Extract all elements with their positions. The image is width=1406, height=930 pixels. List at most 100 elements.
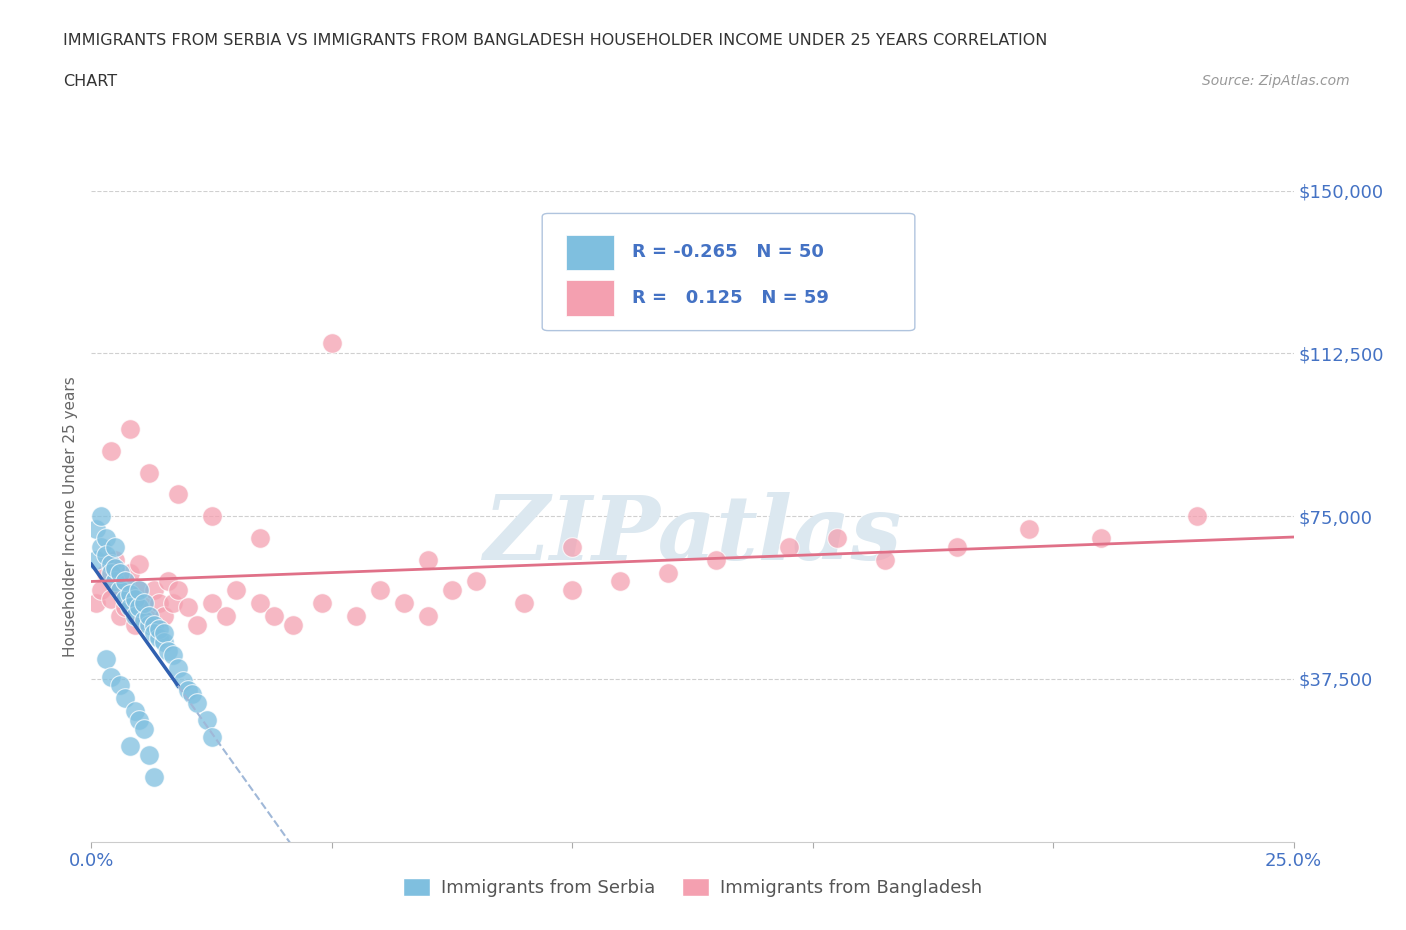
Point: [110, 678, 132, 693]
Point: [104, 561, 127, 576]
Point: [392, 595, 415, 610]
Point: [100, 565, 122, 580]
Point: [465, 574, 488, 589]
Point: [124, 618, 146, 632]
Point: [152, 626, 174, 641]
Point: [946, 539, 969, 554]
Point: [118, 587, 141, 602]
Point: [162, 595, 184, 610]
Point: [114, 574, 136, 589]
Point: [104, 552, 127, 567]
Text: R =   0.125   N = 59: R = 0.125 N = 59: [633, 289, 830, 307]
Point: [124, 591, 146, 606]
Point: [138, 608, 160, 623]
Point: [90, 509, 112, 524]
Point: [118, 600, 141, 615]
Point: [104, 574, 127, 589]
Point: [110, 608, 132, 623]
Point: [138, 608, 160, 623]
Point: [609, 574, 631, 589]
Point: [110, 582, 132, 597]
Point: [152, 634, 174, 649]
Point: [344, 608, 367, 623]
Point: [873, 552, 896, 567]
Point: [84, 552, 107, 567]
Point: [201, 509, 224, 524]
Point: [100, 444, 122, 458]
Text: R = -0.265   N = 50: R = -0.265 N = 50: [633, 244, 824, 261]
Point: [84, 595, 107, 610]
Legend: Immigrants from Serbia, Immigrants from Bangladesh: Immigrants from Serbia, Immigrants from …: [395, 870, 990, 904]
Point: [513, 595, 536, 610]
Point: [172, 673, 194, 688]
FancyBboxPatch shape: [567, 234, 614, 271]
Text: Source: ZipAtlas.com: Source: ZipAtlas.com: [1202, 74, 1350, 88]
Point: [138, 748, 160, 763]
Point: [134, 595, 156, 610]
Point: [90, 582, 112, 597]
Text: IMMIGRANTS FROM SERBIA VS IMMIGRANTS FROM BANGLADESH HOUSEHOLDER INCOME UNDER 25: IMMIGRANTS FROM SERBIA VS IMMIGRANTS FRO…: [63, 33, 1047, 47]
Point: [118, 422, 141, 437]
Point: [94, 548, 117, 563]
Point: [181, 686, 204, 701]
Point: [124, 608, 146, 623]
FancyBboxPatch shape: [567, 280, 614, 316]
Point: [148, 631, 170, 645]
Point: [84, 522, 107, 537]
Text: CHART: CHART: [63, 74, 117, 89]
Point: [138, 618, 160, 632]
Point: [561, 539, 583, 554]
Point: [249, 595, 271, 610]
Point: [311, 595, 333, 610]
Text: ZIPatlas: ZIPatlas: [484, 492, 901, 579]
Point: [263, 608, 285, 623]
Point: [321, 335, 343, 350]
Point: [90, 539, 112, 554]
Point: [225, 582, 247, 597]
Point: [114, 574, 136, 589]
Point: [142, 618, 165, 632]
Point: [124, 704, 146, 719]
Point: [195, 712, 218, 727]
Point: [157, 574, 180, 589]
Point: [215, 608, 238, 623]
Point: [142, 626, 165, 641]
Point: [778, 539, 800, 554]
Point: [118, 738, 141, 753]
Point: [249, 530, 271, 545]
Point: [167, 487, 190, 502]
Point: [110, 565, 132, 580]
Point: [825, 530, 848, 545]
Point: [157, 644, 180, 658]
Point: [114, 691, 136, 706]
Point: [114, 591, 136, 606]
Point: [138, 465, 160, 480]
Point: [176, 600, 198, 615]
Point: [152, 608, 174, 623]
Point: [368, 582, 391, 597]
Point: [142, 769, 165, 784]
Point: [657, 565, 679, 580]
Point: [94, 530, 117, 545]
Point: [114, 600, 136, 615]
Point: [110, 582, 132, 597]
Point: [118, 591, 141, 606]
Y-axis label: Householder Income Under 25 years: Householder Income Under 25 years: [62, 376, 77, 657]
Point: [148, 621, 170, 636]
Point: [128, 582, 150, 597]
Point: [416, 552, 439, 567]
Point: [186, 696, 208, 711]
Point: [201, 595, 224, 610]
Point: [1018, 522, 1040, 537]
Point: [162, 647, 184, 662]
Point: [186, 618, 208, 632]
Point: [94, 652, 117, 667]
Point: [148, 595, 170, 610]
Point: [128, 600, 150, 615]
Point: [283, 618, 305, 632]
Point: [128, 712, 150, 727]
Point: [134, 613, 156, 628]
Point: [201, 730, 224, 745]
Point: [118, 565, 141, 580]
Point: [176, 683, 198, 698]
